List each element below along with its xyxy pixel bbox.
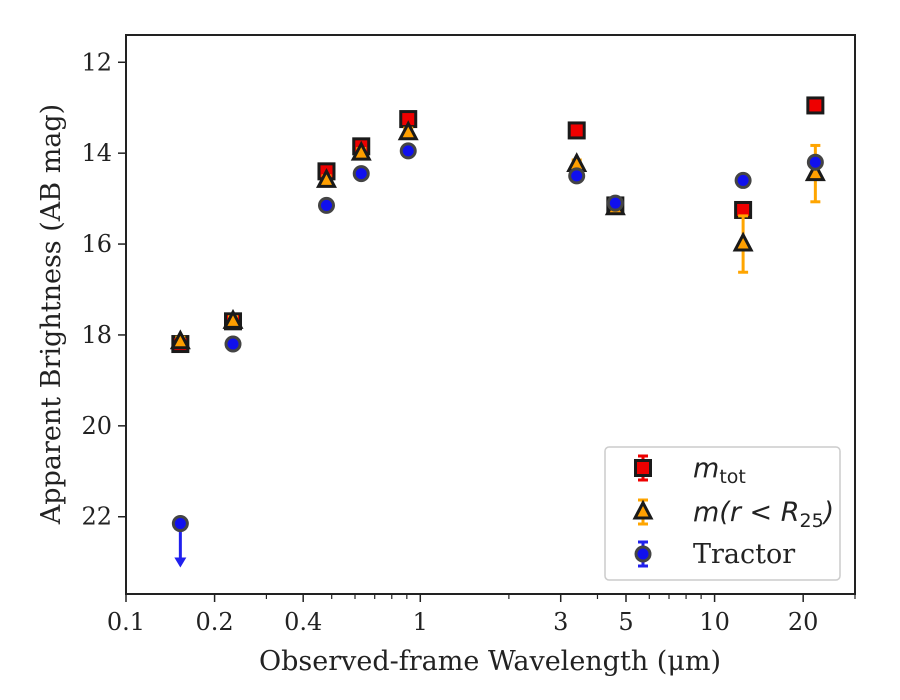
y-tick-label: 20: [81, 412, 112, 440]
legend-marker: [634, 459, 652, 477]
legend-label: mtot: [693, 453, 746, 488]
data-point: [806, 96, 825, 115]
x-axis: 0.1 0.2 0.4 1 3 5 10 20: [107, 594, 856, 636]
data-point: [567, 121, 586, 140]
y-tick-label: 12: [81, 48, 112, 76]
data-point: [224, 335, 242, 353]
data-point: [316, 168, 337, 188]
data-point: [169, 329, 191, 350]
y-axis: 12 14 16 18 20 22: [81, 48, 126, 531]
legend-marker: [632, 499, 654, 520]
y-tick-label: 14: [81, 139, 112, 167]
y-tick-label: 22: [81, 503, 112, 531]
upper-limit-arrowhead: [174, 557, 187, 568]
data-point: [734, 171, 752, 189]
y-axis-title: Apparent Brightness (AB mag): [36, 104, 67, 525]
x-tick-label: 5: [618, 608, 633, 636]
x-axis-title: Observed-frame Wavelength (μm): [259, 646, 721, 677]
data-point: [732, 231, 754, 252]
data-point: [568, 167, 586, 185]
series-2: [171, 142, 824, 568]
legend-label: Tractor: [693, 539, 795, 570]
legend-label: m(r < R25): [693, 497, 834, 532]
data-point: [317, 196, 335, 214]
x-tick-label: 20: [788, 608, 819, 636]
data-point: [804, 161, 826, 182]
y-tick-label: 18: [81, 321, 112, 349]
legend-entry-2: Tractor: [634, 539, 795, 570]
chart-marks: [169, 96, 826, 568]
legend-marker: [634, 545, 652, 563]
legend-box: [604, 446, 841, 581]
data-point: [171, 515, 189, 533]
x-tick-label: 0.4: [284, 608, 322, 636]
legend: mtot m(r < R25) Tractor: [604, 446, 841, 581]
data-point: [222, 308, 244, 329]
x-tick-label: 10: [699, 608, 730, 636]
legend-entry-0: mtot: [634, 453, 746, 488]
x-tick-label: 1: [413, 608, 428, 636]
data-point: [352, 165, 370, 183]
data-point: [397, 120, 419, 141]
series-0: [171, 96, 825, 354]
x-tick-label: 0.2: [196, 608, 234, 636]
data-point: [806, 153, 824, 171]
plot-frame: [125, 34, 856, 595]
y-tick-label: 16: [81, 230, 112, 258]
data-point: [399, 142, 417, 160]
x-tick-label: 0.1: [107, 608, 145, 636]
legend-entry-1: m(r < R25): [632, 497, 834, 532]
series-1: [169, 120, 826, 350]
x-tick-label: 3: [553, 608, 568, 636]
data-point: [350, 140, 372, 161]
data-point: [606, 194, 624, 212]
